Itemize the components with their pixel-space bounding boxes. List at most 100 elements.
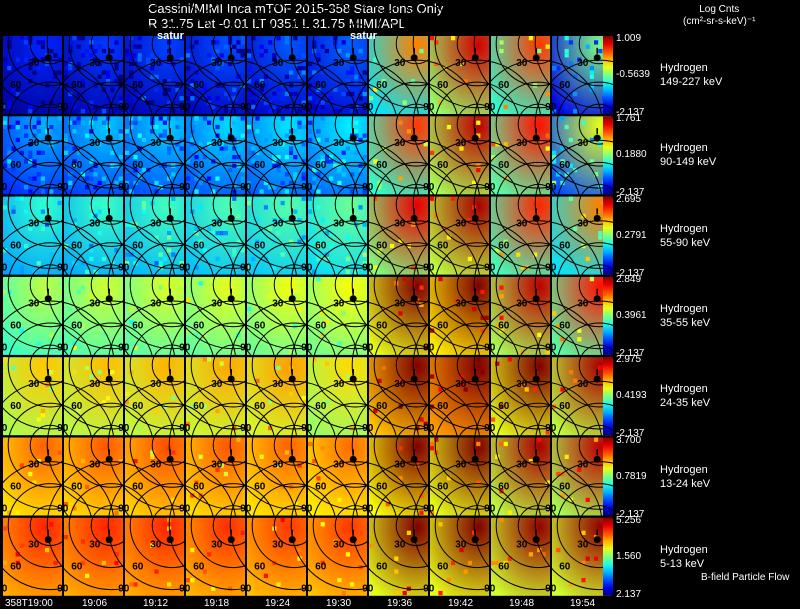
image-panel xyxy=(107,0,237,114)
contour-label: 60 xyxy=(193,160,205,171)
contour-label: 60 xyxy=(132,240,144,251)
contour-label: 60 xyxy=(559,321,571,332)
time-tick-label: 358T19:00 xyxy=(5,598,53,609)
contour-label: 90 xyxy=(362,423,374,434)
contour-label: 30 xyxy=(211,379,223,390)
contour-label: 60 xyxy=(71,240,83,251)
image-panel xyxy=(412,220,542,355)
contour-label: 90 xyxy=(179,262,191,273)
contour-label: 60 xyxy=(376,240,388,251)
contour-label: 30 xyxy=(150,299,162,310)
contour-label: 90 xyxy=(179,182,191,193)
contour-label: 90 xyxy=(179,584,191,595)
contour-label: 30 xyxy=(28,459,40,470)
colorbar-7 xyxy=(603,517,613,596)
colorbar-tick-max: 1.009 xyxy=(616,33,642,44)
contour-label: 30 xyxy=(577,299,589,310)
contour-label: 60 xyxy=(437,401,449,412)
contour-label: 30 xyxy=(272,379,284,390)
row-label: Hydrogen 149-227 keV xyxy=(660,61,722,89)
contour-label: 60 xyxy=(193,401,205,412)
colorbar-2 xyxy=(603,116,613,195)
contour-label: 60 xyxy=(376,481,388,492)
contour-label: 90 xyxy=(179,343,191,354)
colorbar-tick-mid: 0.2791 xyxy=(616,229,647,241)
contour-label: 90 xyxy=(118,102,130,113)
colorbar-tick-max: 1.761 xyxy=(616,113,642,125)
image-panel xyxy=(534,300,664,436)
image-panel xyxy=(0,0,115,114)
contour-label: 30 xyxy=(272,459,284,470)
contour-label: 90 xyxy=(484,584,496,595)
colorbar-title-line1: Log Cnts xyxy=(699,4,740,15)
time-tick-label: 19:18 xyxy=(204,598,230,609)
image-panel xyxy=(229,300,359,436)
contour-label: 30 xyxy=(28,218,40,229)
contour-label: 30 xyxy=(272,299,284,310)
contour-label: 30 xyxy=(333,459,345,470)
contour-label: 90 xyxy=(0,503,8,514)
image-panel xyxy=(107,139,237,275)
image-panel xyxy=(290,220,420,355)
contour-label: 60 xyxy=(376,562,388,573)
contour-label: 90 xyxy=(362,182,374,193)
contour-label: 90 xyxy=(423,182,435,193)
species-label: Hydrogen xyxy=(660,302,708,315)
contour-label: 90 xyxy=(484,343,496,354)
energy-label: 5-13 keV xyxy=(660,557,705,570)
contour-label: 90 xyxy=(484,262,496,273)
colorbar-tick-mid: 0.4193 xyxy=(616,390,647,402)
image-panel xyxy=(107,220,237,355)
contour-label: 30 xyxy=(89,379,101,390)
contour-label: 30 xyxy=(333,379,345,390)
contour-label: 90 xyxy=(545,262,557,273)
contour-label: 60 xyxy=(376,80,388,91)
contour-label: 60 xyxy=(254,80,266,91)
image-panel xyxy=(412,300,542,436)
contour-label: 30 xyxy=(150,138,162,149)
contour-label: 90 xyxy=(301,102,313,113)
contour-label: 30 xyxy=(516,138,528,149)
contour-label: 60 xyxy=(71,481,83,492)
contour-label: 90 xyxy=(362,584,374,595)
image-panel xyxy=(168,59,298,195)
image-panel xyxy=(290,380,420,516)
contour-label: 60 xyxy=(132,80,144,91)
contour-label: 60 xyxy=(193,481,205,492)
energy-label: 55-90 keV xyxy=(660,236,711,249)
contour-label: 90 xyxy=(423,503,435,514)
species-label: Hydrogen xyxy=(660,62,708,74)
image-panel xyxy=(46,59,176,195)
image-panel xyxy=(473,380,603,516)
contour-label: 60 xyxy=(376,401,388,412)
contour-label: 60 xyxy=(10,401,22,412)
contour-label: 60 xyxy=(132,401,144,412)
contour-label: 90 xyxy=(301,343,313,354)
contour-label: 90 xyxy=(545,343,557,354)
colorbar-tick-min: -2.137 xyxy=(616,428,645,440)
image-panel xyxy=(351,0,481,114)
image-panel xyxy=(412,380,542,516)
contour-label: 60 xyxy=(10,562,22,573)
image-panel xyxy=(473,139,603,275)
contour-label: 60 xyxy=(498,401,510,412)
contour-label: 60 xyxy=(437,160,449,171)
contour-label: 30 xyxy=(333,138,345,149)
contour-label: 30 xyxy=(28,58,40,69)
species-label: Hydrogen xyxy=(660,463,708,476)
contour-label: 30 xyxy=(333,299,345,310)
colorbar-tick-mid: 0.3961 xyxy=(616,309,647,321)
contour-label: 60 xyxy=(193,562,205,573)
contour-label: 60 xyxy=(254,401,266,412)
contour-label: 90 xyxy=(423,343,435,354)
contour-label: 30 xyxy=(333,540,345,551)
contour-label: 90 xyxy=(57,584,69,595)
contour-label: 30 xyxy=(455,138,467,149)
row-label: Hydrogen 13-24 keV xyxy=(660,463,710,491)
contour-label: 30 xyxy=(211,58,223,69)
row-label: Hydrogen 90-149 keV xyxy=(660,141,716,169)
contour-label: 60 xyxy=(376,321,388,332)
contour-label: 60 xyxy=(254,321,266,332)
contour-label: 30 xyxy=(394,379,406,390)
colorbar-tick-max: 3.700 xyxy=(616,434,642,446)
